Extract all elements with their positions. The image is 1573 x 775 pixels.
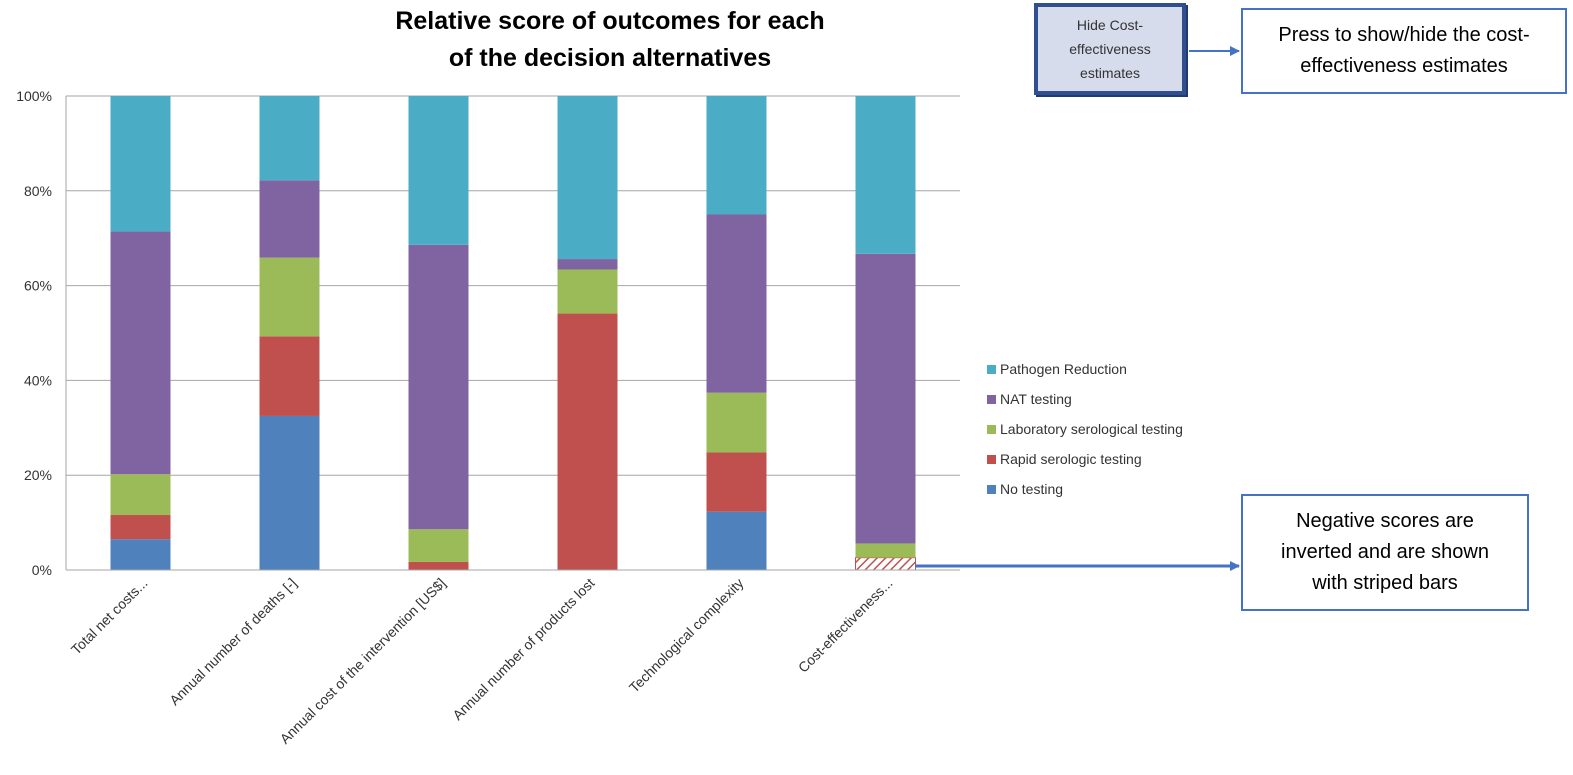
legend-label: NAT testing <box>1000 391 1072 407</box>
bar-segment <box>855 543 916 558</box>
y-tick-label: 20% <box>24 467 52 483</box>
bar-segment <box>855 253 916 544</box>
x-category-label: Annual number of products lost <box>449 575 597 723</box>
legend-swatch <box>987 485 996 494</box>
x-category-label: Annual cost of the intervention [US$] <box>277 575 449 747</box>
bar-segment <box>706 96 767 215</box>
x-category-label: Total net costs... <box>68 575 151 658</box>
bar-segment <box>408 96 469 245</box>
legend-swatch <box>987 455 996 464</box>
bar-segment <box>557 313 618 570</box>
bar-segment <box>557 269 618 314</box>
toggle-help-text: Press to show/hide the cost-effectivenes… <box>1278 24 1530 77</box>
bar-segment <box>408 244 469 530</box>
bar-segment <box>408 561 469 570</box>
bar-segment <box>110 539 171 570</box>
legend: Pathogen Reduction NAT testing Laboratory … <box>987 361 1183 497</box>
bar-segment <box>110 474 171 516</box>
legend-label: Rapid serologic testing <box>1000 451 1142 467</box>
bar-segment <box>706 511 767 570</box>
legend-label: No testing <box>1000 481 1063 497</box>
hide-cost-effectiveness-button[interactable]: Hide Cost-effectiveness estimates <box>1034 3 1186 95</box>
bar-segment <box>259 336 320 416</box>
bar-segment <box>855 557 916 571</box>
bar-segment <box>706 392 767 453</box>
y-tick-label: 0% <box>32 562 52 578</box>
bar-segment <box>557 96 618 260</box>
striped-bars-text: Negative scores are inverted and are sho… <box>1281 510 1489 594</box>
bar-segment <box>557 259 618 270</box>
x-category-label: Annual number of deaths [-] <box>166 575 299 708</box>
bar-segment <box>110 96 171 232</box>
striped-bars-callout: Negative scores are inverted and are sho… <box>1241 494 1529 611</box>
bar-segment <box>110 515 171 540</box>
hide-cost-effectiveness-label: Hide Cost-effectiveness estimates <box>1069 17 1151 81</box>
bar-segment <box>408 529 469 562</box>
y-tick-label: 80% <box>24 183 52 199</box>
bar-segment <box>259 415 320 570</box>
legend-label: Laboratory serological testing <box>1000 421 1183 437</box>
bar-segment <box>855 96 916 254</box>
y-tick-label: 40% <box>24 372 52 388</box>
legend-swatch <box>987 365 996 374</box>
x-category-label: Cost-effectiveness... <box>795 575 896 676</box>
y-tick-label: 60% <box>24 278 52 294</box>
callout-arrows <box>915 46 1240 571</box>
bars <box>110 96 916 571</box>
toggle-help-callout: Press to show/hide the cost-effectivenes… <box>1241 8 1567 94</box>
bar-segment <box>706 214 767 393</box>
bar-segment <box>259 180 320 258</box>
bar-segment <box>259 257 320 337</box>
x-category-label: Technological complexity <box>626 575 747 696</box>
bar-segment <box>110 231 171 475</box>
gridlines <box>66 95 960 571</box>
y-tick-label: 100% <box>16 88 52 104</box>
chart-title-line-1: Relative score of outcomes for each <box>395 7 824 35</box>
bar-segment <box>706 452 767 512</box>
legend-swatch <box>987 395 996 404</box>
legend-label: Pathogen Reduction <box>1000 361 1127 377</box>
legend-swatch <box>987 425 996 434</box>
bar-segment <box>259 96 320 181</box>
chart-title-line-2: of the decision alternatives <box>449 44 771 72</box>
